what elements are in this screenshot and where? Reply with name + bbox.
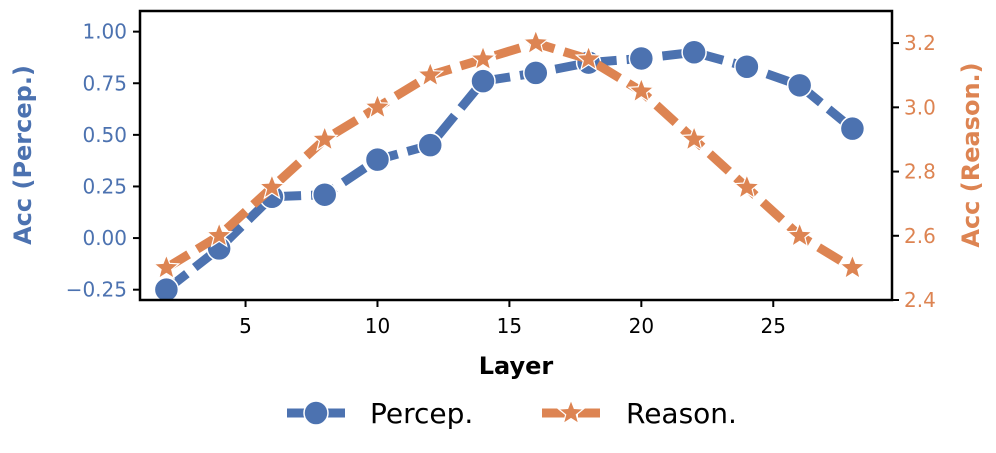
y-left-axis-title: Acc (Percep.)	[9, 65, 37, 245]
series-layer	[152, 28, 867, 303]
data-point	[416, 60, 445, 88]
series-percep	[153, 39, 866, 303]
y-left-tick-label: 1.00	[82, 20, 127, 44]
y-left-tick-label: 0.25	[82, 174, 127, 198]
data-point	[627, 76, 656, 104]
data-point	[364, 146, 391, 173]
data-point	[152, 253, 181, 280]
legend-label: Reason.	[626, 397, 737, 430]
x-tick-label: 15	[497, 314, 522, 338]
legend-item-reason: Reason.	[542, 397, 737, 430]
data-point	[363, 92, 392, 120]
data-point	[786, 72, 813, 99]
legend: Percep. Reason.	[287, 397, 737, 430]
data-point	[310, 124, 339, 152]
data-point	[257, 172, 286, 200]
data-point	[732, 172, 761, 200]
y-right-axis-title: Acc (Reason.)	[957, 62, 985, 247]
legend-label: Percep.	[370, 397, 473, 430]
data-point	[153, 276, 180, 303]
data-point	[839, 115, 866, 142]
y-left-tick-label: 0.50	[82, 123, 127, 147]
y-right-tick-label: 3.0	[904, 95, 936, 119]
plot-frame	[138, 9, 894, 302]
y-right-tick-label: 2.6	[904, 224, 936, 248]
data-point	[628, 45, 655, 72]
x-axis-title: Layer	[479, 352, 554, 380]
data-point	[417, 132, 443, 158]
x-tick-label: 10	[365, 314, 390, 338]
data-point	[681, 39, 707, 66]
data-point	[838, 253, 867, 280]
y-right-tick-label: 2.4	[904, 288, 936, 312]
x-tick-label: 5	[239, 314, 252, 338]
data-point	[205, 221, 234, 248]
axes-layer: 5 10 15 20 25 −0.25 0.00 0.25 0.50 0.75 1.00 2.4 2.6…	[9, 9, 985, 380]
data-point	[470, 68, 496, 94]
data-point	[523, 60, 549, 86]
data-point	[311, 181, 338, 208]
x-tick-label: 25	[761, 314, 786, 338]
y-left-tick-label: 0.75	[82, 71, 127, 95]
y-right-tick-label: 2.8	[904, 160, 936, 184]
x-tick-label: 20	[629, 314, 654, 338]
data-point	[680, 124, 709, 152]
data-point	[521, 28, 550, 55]
series-line	[163, 47, 856, 294]
data-point	[785, 221, 814, 248]
legend-item-percep: Percep.	[287, 397, 473, 430]
data-point	[469, 44, 497, 72]
data-point	[734, 53, 760, 80]
y-left-tick-label: 0.00	[82, 226, 127, 250]
series-line	[164, 38, 855, 272]
data-point	[574, 44, 603, 72]
series-reason	[152, 28, 867, 280]
y-left-tick-label: −0.25	[66, 278, 127, 302]
legend-marker	[303, 400, 329, 426]
legend-marker	[557, 398, 585, 425]
y-right-tick-label: 3.2	[904, 31, 936, 55]
